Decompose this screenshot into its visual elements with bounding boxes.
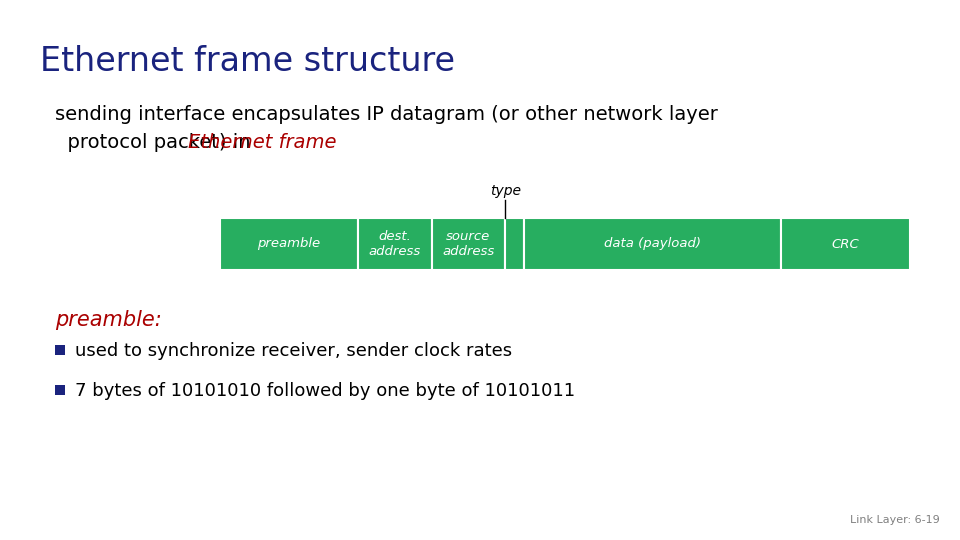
Text: preamble:: preamble: xyxy=(55,310,161,330)
Text: protocol packet) in: protocol packet) in xyxy=(55,133,256,152)
Text: Ethernet frame: Ethernet frame xyxy=(188,133,337,152)
Text: source
address: source address xyxy=(443,230,494,258)
Text: Ethernet frame structure: Ethernet frame structure xyxy=(40,45,455,78)
Bar xyxy=(505,218,523,270)
Bar xyxy=(220,218,358,270)
Text: 7 bytes of 10101010 followed by one byte of 10101011: 7 bytes of 10101010 followed by one byte… xyxy=(75,381,575,400)
Text: sending interface encapsulates IP datagram (or other network layer: sending interface encapsulates IP datagr… xyxy=(55,105,718,124)
Bar xyxy=(55,345,65,355)
Text: used to synchronize receiver, sender clock rates: used to synchronize receiver, sender clo… xyxy=(75,341,512,360)
Text: dest.
address: dest. address xyxy=(369,230,420,258)
Text: CRC: CRC xyxy=(831,238,859,251)
Bar xyxy=(358,218,432,270)
Text: type: type xyxy=(490,184,520,198)
Text: data (payload): data (payload) xyxy=(604,238,701,251)
Bar xyxy=(432,218,505,270)
Bar xyxy=(523,218,781,270)
Bar xyxy=(55,385,65,395)
Text: Link Layer: 6-19: Link Layer: 6-19 xyxy=(851,515,940,525)
Bar xyxy=(781,218,910,270)
Text: preamble: preamble xyxy=(257,238,321,251)
